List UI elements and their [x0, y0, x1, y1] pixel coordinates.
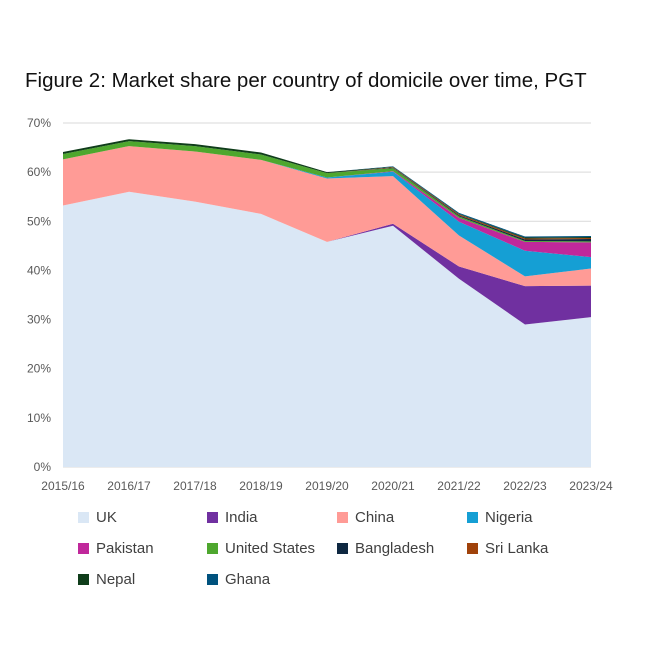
chart-title: Figure 2: Market share per country of do…	[25, 69, 587, 92]
x-axis-ticks: 2015/16 2016/17 2017/18 2018/19 2019/20 2020/…	[41, 479, 613, 493]
area-uk	[63, 191, 591, 468]
area-ghana	[63, 139, 591, 238]
y-tick-label: 10%	[27, 411, 51, 425]
x-tick-label: 2016/17	[107, 479, 151, 493]
area-nigeria	[63, 146, 591, 277]
area-pakistan	[63, 146, 591, 258]
x-tick-label: 2022/23	[503, 479, 547, 493]
x-tick-label: 2021/22	[437, 479, 481, 493]
x-tick-label: 2020/21	[371, 479, 415, 493]
x-tick-label: 2015/16	[41, 479, 85, 493]
y-axis-ticks: 0% 10% 20% 30% 40% 50% 60% 70%	[27, 116, 51, 474]
area-china	[63, 146, 591, 287]
area-india	[63, 191, 591, 325]
area-series-group	[63, 139, 591, 468]
x-tick-label: 2017/18	[173, 479, 217, 493]
y-tick-label: 70%	[27, 116, 51, 130]
y-tick-label: 40%	[27, 263, 51, 277]
x-tick-label: 2019/20	[305, 479, 349, 493]
area-united-states	[63, 141, 591, 243]
x-tick-label: 2018/19	[239, 479, 283, 493]
area-sri-lanka	[63, 141, 591, 240]
y-tick-label: 20%	[27, 362, 51, 376]
y-tick-label: 60%	[27, 165, 51, 179]
area-bangladesh	[63, 141, 591, 242]
y-tick-label: 0%	[34, 460, 52, 474]
y-tick-label: 30%	[27, 313, 51, 327]
x-tick-label: 2023/24	[569, 479, 613, 493]
y-tick-label: 50%	[27, 214, 51, 228]
